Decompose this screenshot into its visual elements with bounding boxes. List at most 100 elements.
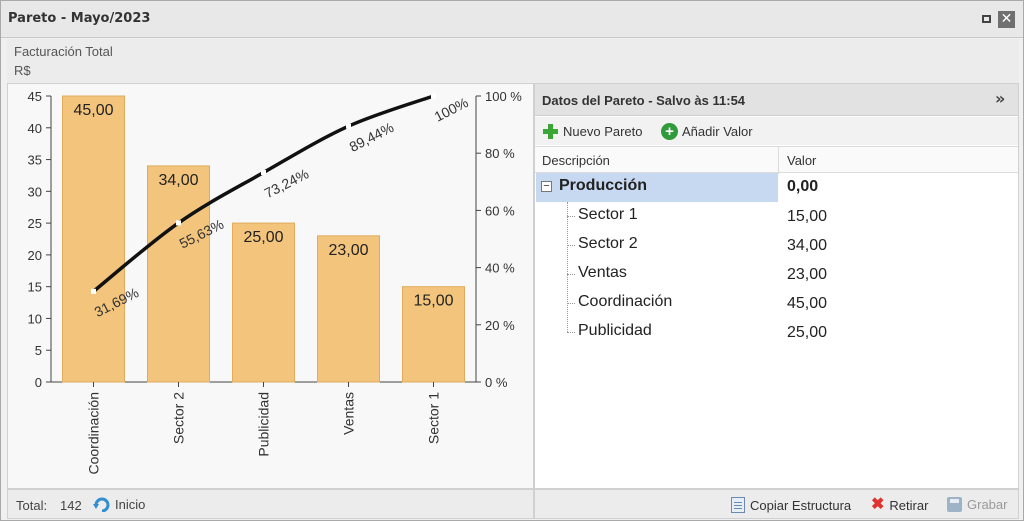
bar [232, 222, 295, 383]
x-tick-label: Coordinación [86, 392, 102, 475]
tree-row[interactable]: Coordinación 45,00 [535, 289, 1018, 318]
home-label: Inicio [115, 496, 146, 512]
new-pareto-button[interactable]: Nuevo Pareto [542, 123, 643, 140]
parent-name: Producción [559, 177, 648, 194]
close-icon[interactable]: ✕ [998, 11, 1015, 28]
row-name: Publicidad [578, 322, 652, 339]
total-value: 142 [60, 498, 82, 513]
bar [147, 165, 210, 383]
total-label: Total: [16, 498, 48, 513]
collapse-toggle-icon[interactable]: − [541, 181, 552, 192]
y-tick-label: 30 [28, 184, 42, 199]
column-description[interactable]: Descripción [542, 153, 610, 168]
copy-structure-button[interactable]: Copiar Estructura [731, 497, 851, 513]
tree-branch [567, 303, 575, 304]
bar-value-label: 45,00 [73, 102, 113, 119]
tree-line [567, 202, 568, 332]
new-pareto-label: Nuevo Pareto [563, 124, 643, 139]
tree-row[interactable]: Publicidad 25,00 [535, 318, 1018, 347]
copy-label: Copiar Estructura [750, 497, 852, 513]
home-button[interactable]: Inicio [93, 496, 145, 512]
cumulative-point [346, 123, 351, 129]
restore-icon[interactable] [979, 11, 996, 28]
y2-tick-label: 40 % [485, 261, 515, 276]
y-tick-label: 35 [28, 153, 42, 168]
x-tick-label: Ventas [341, 392, 357, 435]
save-label: Grabar [967, 497, 1008, 512]
row-value: 34,00 [787, 237, 828, 254]
cumulative-point [431, 93, 436, 99]
y-tick-label: 20 [28, 248, 42, 263]
cumulative-point [176, 220, 181, 226]
chart-header: Facturación Total R$ [7, 39, 1019, 83]
row-name: Coordinación [578, 293, 673, 310]
row-value: 15,00 [787, 208, 828, 225]
y2-tick-label: 0 % [485, 375, 508, 390]
data-panel-title: Datos del Pareto - Salvo às 11:54 [542, 93, 746, 108]
column-divider [778, 147, 779, 174]
action-bar: Copiar Estructura ✖ Retirar Grabar [534, 489, 1019, 519]
currency-label: R$ [14, 63, 31, 78]
row-name: Sector 2 [578, 235, 638, 252]
bar-value-label: 23,00 [328, 242, 368, 259]
x-tick-label: Sector 1 [426, 392, 442, 444]
save-button[interactable]: Grabar [947, 497, 1007, 512]
tree-branch [567, 245, 575, 246]
cumulative-point [91, 288, 96, 294]
add-circle-icon: + [661, 123, 678, 140]
row-value: 45,00 [787, 295, 828, 312]
y2-tick-label: 60 % [485, 203, 515, 218]
tree-row[interactable]: Sector 2 34,00 [535, 231, 1018, 260]
delete-x-icon: ✖ [871, 496, 885, 513]
data-panel: Datos del Pareto - Salvo às 11:54 » Nuev… [534, 83, 1019, 489]
y-tick-label: 10 [28, 311, 42, 326]
bar [402, 286, 465, 383]
tree-branch [567, 216, 575, 217]
refresh-icon [93, 497, 110, 512]
y-tick-label: 25 [28, 216, 42, 231]
chart-svg: 0 5 10 15 20 25 30 35 40 45 0 % 20 % 40 % 60 % 80 % 100… [28, 89, 523, 475]
window-title: Pareto - Mayo/2023 [8, 11, 151, 26]
collapse-icon[interactable]: » [995, 89, 1006, 108]
add-value-button[interactable]: + Añadir Valor [661, 123, 753, 140]
parent-value: 0,00 [787, 178, 819, 195]
bar-value-label: 25,00 [243, 229, 283, 246]
tree-row[interactable]: Ventas 23,00 [535, 260, 1018, 289]
y-tick-label: 40 [28, 121, 42, 136]
cumulative-label: 100% [432, 94, 471, 125]
remove-label: Retirar [889, 497, 929, 513]
row-value: 25,00 [787, 324, 828, 341]
pareto-chart: 0 5 10 15 20 25 30 35 40 45 0 % 20 % 40 % 60 % 80 % 100… [7, 83, 534, 489]
selection-highlight [536, 173, 778, 202]
bar [62, 95, 125, 383]
y2-tick-label: 80 % [485, 146, 515, 161]
y-tick-label: 45 [28, 89, 42, 104]
y2-tick-label: 100 % [485, 89, 522, 104]
row-name: Ventas [578, 264, 627, 281]
tree-branch [567, 332, 575, 333]
bar-value-label: 34,00 [158, 172, 198, 189]
tree-row[interactable]: Sector 1 15,00 [535, 202, 1018, 231]
remove-button[interactable]: ✖ Retirar [871, 497, 928, 513]
chart-subtitle: Facturación Total [14, 44, 113, 59]
title-bar: Pareto - Mayo/2023 ✕ [1, 1, 1023, 38]
save-icon [947, 497, 962, 512]
tree-branch [567, 274, 575, 275]
x-tick-label: Sector 2 [171, 392, 187, 444]
row-name: Sector 1 [578, 206, 638, 223]
column-value[interactable]: Valor [787, 153, 817, 168]
data-panel-header: Datos del Pareto - Salvo às 11:54 » [535, 84, 1018, 116]
cumulative-point [261, 170, 266, 176]
y2-tick-label: 20 % [485, 318, 515, 333]
row-value: 23,00 [787, 266, 828, 283]
y-tick-label: 0 [35, 375, 42, 390]
x-tick-label: Publicidad [256, 392, 272, 457]
copy-icon [731, 497, 745, 513]
y-tick-label: 5 [35, 343, 42, 358]
y-tick-label: 15 [28, 280, 42, 295]
tree-row-parent[interactable]: − Producción 0,00 [535, 173, 1018, 202]
status-bar: Total: 142 Inicio [7, 489, 534, 519]
add-value-label: Añadir Valor [682, 124, 753, 139]
plus-icon [542, 123, 559, 140]
